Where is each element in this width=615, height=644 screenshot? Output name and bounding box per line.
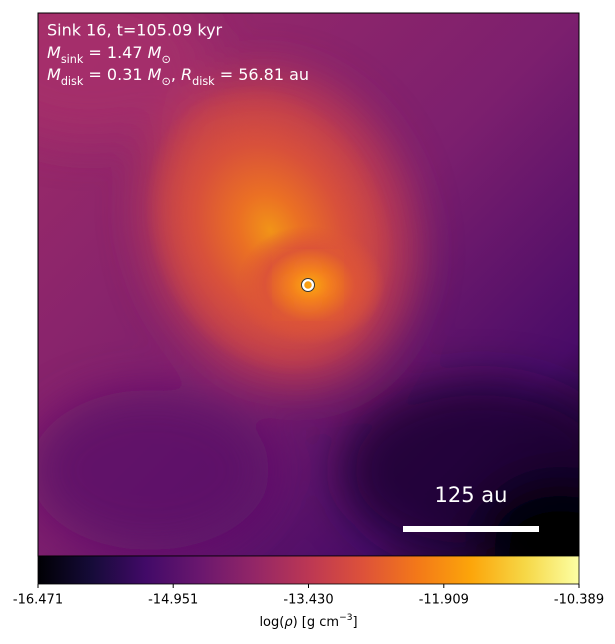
colorbar-tick-label: -14.951	[148, 593, 198, 608]
text-part: = 1.47	[83, 43, 147, 62]
text-part: ]	[352, 615, 357, 630]
text-part: = 56.81 au	[215, 65, 309, 84]
text-part: M	[47, 65, 61, 84]
annotation: Mdisk = 0.31 M⊙, Rdisk = 56.81 au	[47, 65, 309, 88]
colorbar	[37, 555, 580, 585]
annotation: Msink = 1.47 M⊙	[47, 43, 171, 66]
sink-marker	[301, 278, 315, 292]
text-part: −3	[339, 613, 353, 623]
sink-outer	[301, 278, 315, 292]
colorbar-tick-label: -16.471	[13, 593, 63, 608]
text-part: disk	[192, 75, 215, 88]
text-part: = 0.31	[83, 65, 147, 84]
text-part: ⊙	[161, 75, 170, 88]
text-part: R	[181, 65, 192, 84]
text-part: ⊙	[161, 53, 170, 66]
text-part: ,	[171, 65, 181, 84]
text-part: ) [g cm	[293, 615, 339, 630]
colorbar-tick-label: -10.389	[554, 593, 604, 608]
text-part: M	[47, 43, 61, 62]
text-part: log(	[259, 615, 284, 630]
colorbar-tick-label: -11.909	[419, 593, 469, 608]
text-part: ρ	[284, 615, 293, 630]
text-part: M	[148, 65, 162, 84]
colorbar-tick-label: -13.430	[283, 593, 333, 608]
text-part: M	[148, 43, 162, 62]
text-part: disk	[61, 75, 84, 88]
title: Sink 16, t=105.09 kyr	[47, 21, 223, 40]
text-part: sink	[61, 53, 84, 66]
density-map	[38, 13, 579, 556]
scale-bar-label: 125 au	[435, 483, 508, 507]
colorbar-label: log(ρ) [g cm−3]	[259, 613, 357, 630]
